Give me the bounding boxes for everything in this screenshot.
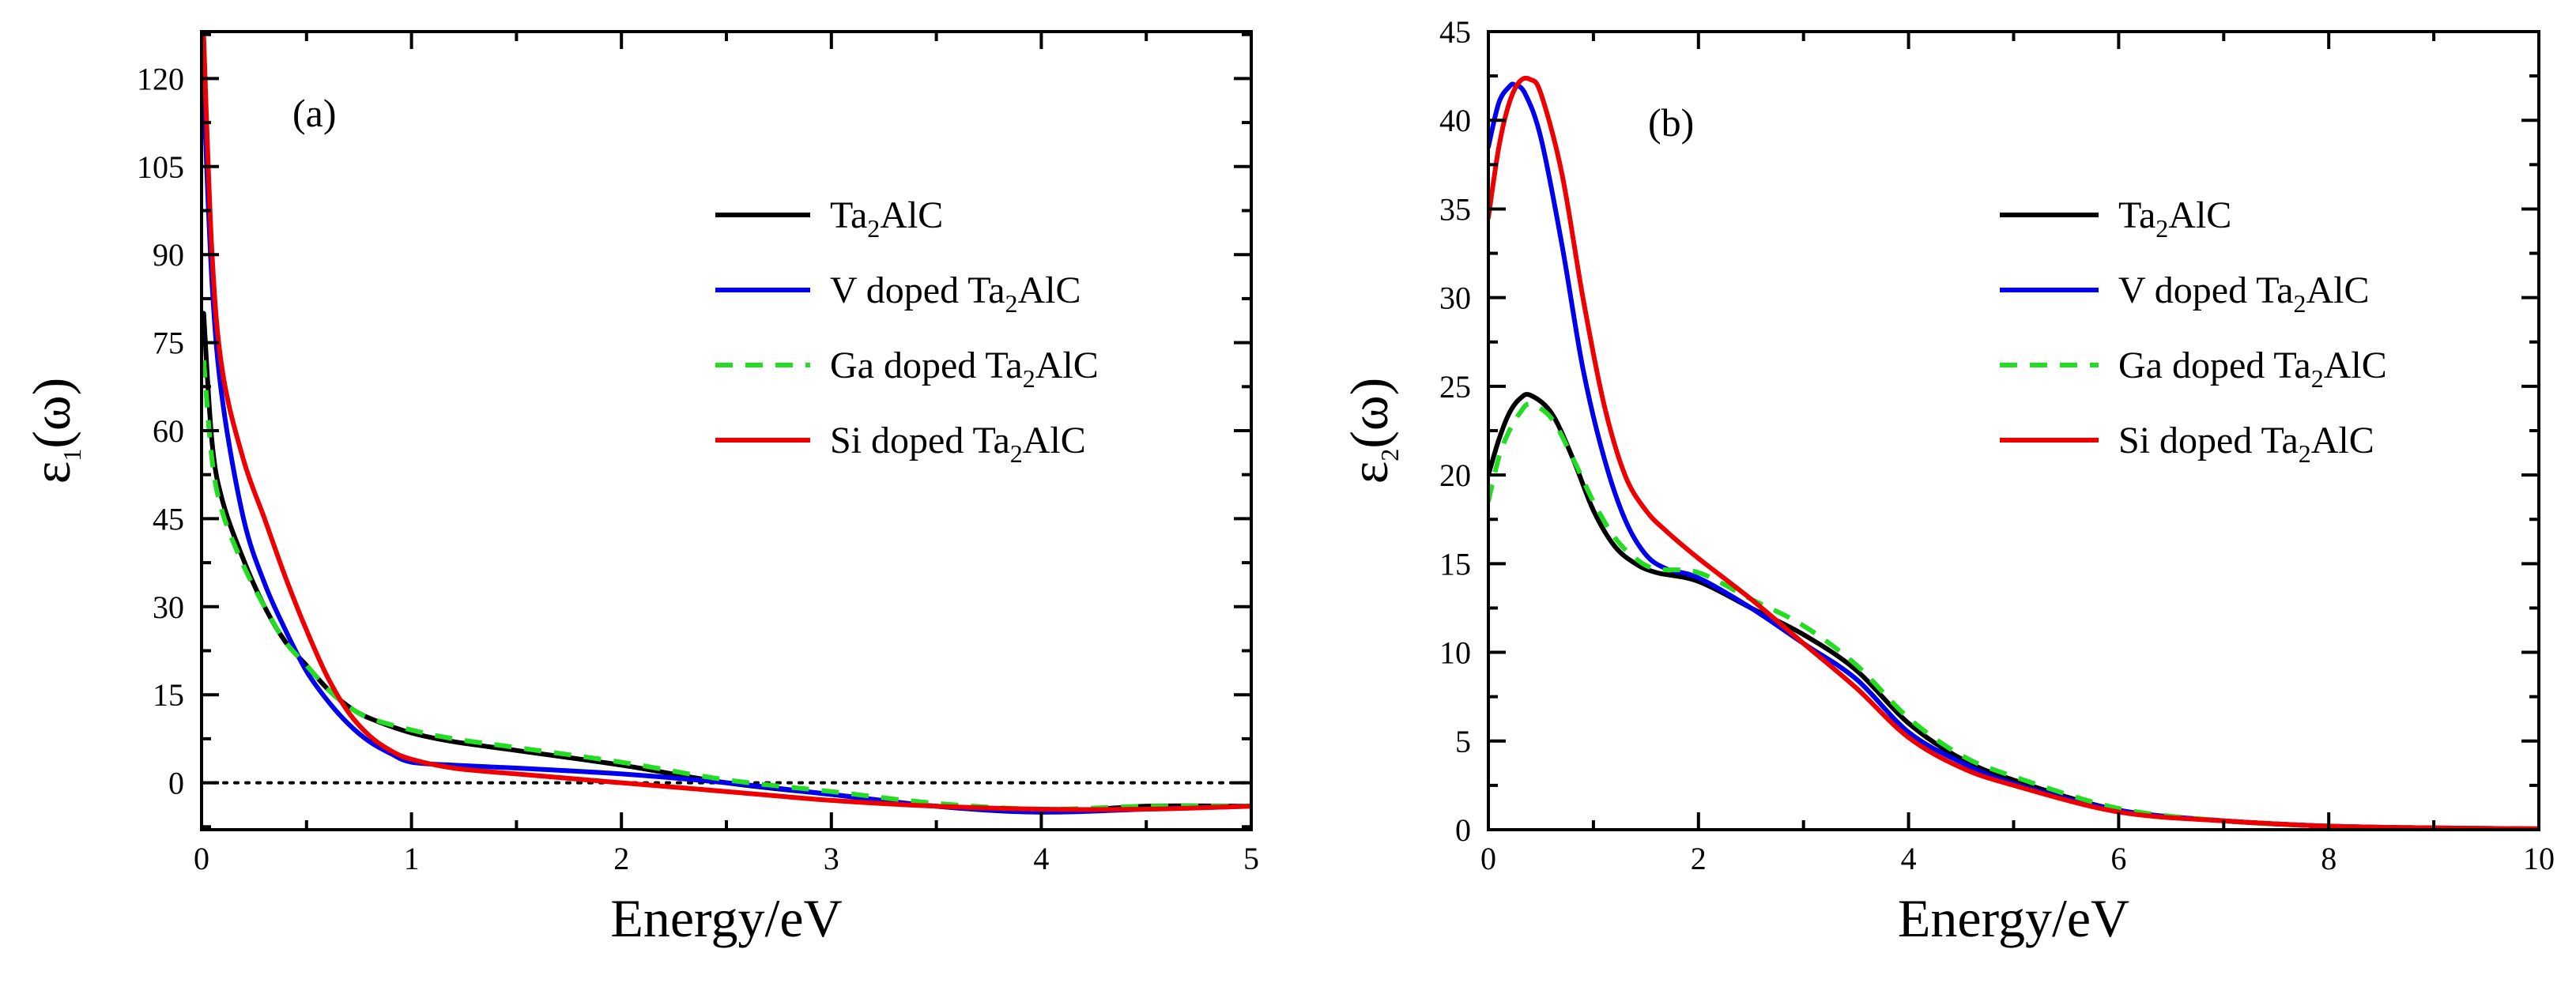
legend-label-subscript: 2 [2155, 214, 2168, 243]
legend-label-text: Ta [830, 194, 867, 236]
legend-label-text: AlC [2306, 269, 2370, 311]
x-axis-title: Energy/eV [610, 888, 842, 948]
series-group [1488, 75, 2539, 830]
y-axis-title-symbol: ε [1339, 461, 1399, 484]
y-tick-label: 15 [1439, 546, 1471, 582]
legend-label-text: AlC [1018, 269, 1081, 311]
x-tick-label: 1 [404, 841, 420, 876]
panel-a-epsilon1: 0 1 2 3 4 50153045607590105120Energy/eVε1(ω)(… [21, 30, 1259, 948]
x-tick-label: 8 [2321, 841, 2337, 876]
x-tick-label: 4 [1033, 841, 1049, 876]
y-tick-label: 45 [153, 501, 184, 537]
legend-label-text: AlC [2324, 345, 2387, 386]
y-tick-label: 75 [153, 326, 184, 361]
legend-label-subscript: 2 [867, 214, 880, 243]
y-tick-label: 35 [1439, 191, 1471, 227]
legend-label-text: AlC [880, 194, 943, 236]
legend-label-text: AlC [1035, 345, 1099, 386]
legend-label-text: Ga doped Ta [830, 345, 1023, 386]
series-group [202, 35, 1251, 815]
y-tick-label: 45 [1439, 14, 1471, 50]
legend-label-text: Si doped Ta [830, 420, 1010, 461]
series-line-3 [1488, 401, 2539, 830]
legend-label-4: Si doped Ta2AlC [2118, 420, 2374, 468]
legend-label-text: AlC [1023, 420, 1086, 461]
legend-label-text: Ta [2118, 194, 2155, 236]
x-tick-label: 3 [824, 841, 839, 876]
x-tick-label: 2 [613, 841, 629, 876]
legend-label-subscript: 2 [1023, 364, 1035, 393]
y-tick-label: 90 [153, 237, 184, 273]
x-tick-label: 6 [2110, 841, 2126, 876]
legend-label-subscript: 2 [1005, 289, 1018, 318]
y-tick-label: 120 [137, 61, 184, 96]
legend-label-text: AlC [2311, 420, 2374, 461]
series-line-4 [1488, 75, 2539, 830]
x-tick-label: 4 [1901, 841, 1917, 876]
x-tick-label: 0 [1480, 841, 1496, 876]
y-tick-label: 40 [1439, 103, 1471, 138]
legend-label-text: Si doped Ta [2118, 420, 2299, 461]
series-line-3 [202, 360, 1251, 812]
panel-label: (b) [1648, 100, 1694, 145]
y-axis-title-subscript: 1 [58, 449, 86, 461]
legend-label-text: AlC [2168, 194, 2231, 236]
x-tick-label: 2 [1691, 841, 1707, 876]
y-axis-title-subscript: 2 [1375, 449, 1404, 461]
panel-b-epsilon2: 0 2 4 6 8 10051015202530354045Energy/eVε2(ω)(… [1339, 14, 2555, 948]
legend-label-subscript: 2 [2294, 289, 2306, 318]
y-tick-label: 0 [1455, 812, 1471, 848]
legend-label-1: Ta2AlC [2118, 194, 2231, 243]
x-tick-label: 5 [1243, 841, 1259, 876]
x-tick-label: 10 [2523, 841, 2555, 876]
legend-label-3: Ga doped Ta2AlC [2118, 345, 2387, 393]
series-line-2 [202, 88, 1251, 815]
legend-label-subscript: 2 [2311, 364, 2324, 393]
legend-label-subscript: 2 [1010, 439, 1023, 468]
legend-label-2: V doped Ta2AlC [2118, 269, 2370, 318]
x-tick-label: 0 [194, 841, 209, 876]
y-axis-title-symbol: ε [21, 461, 81, 484]
panel-label: (a) [292, 91, 337, 135]
legend-label-text: V doped Ta [830, 269, 1005, 311]
legend-label-text: V doped Ta [2118, 269, 2294, 311]
y-tick-label: 60 [153, 413, 184, 449]
y-axis-title-omega: (ω) [1339, 378, 1399, 449]
y-tick-label: 30 [1439, 281, 1471, 316]
series-line-1 [1488, 392, 2539, 830]
plot-frame [1487, 30, 2540, 831]
y-axis-title: ε1(ω) [21, 378, 86, 484]
series-line-2 [1488, 81, 2539, 830]
x-axis-title: Energy/eV [1898, 888, 2129, 948]
legend-label-subscript: 2 [2299, 439, 2311, 468]
legend-label-2: V doped Ta2AlC [830, 269, 1081, 318]
y-tick-label: 0 [168, 766, 184, 801]
legend-label-text: Ga doped Ta [2118, 345, 2311, 386]
y-tick-label: 25 [1439, 369, 1471, 405]
y-tick-label: 20 [1439, 458, 1471, 493]
series-line-4 [202, 35, 1251, 812]
y-tick-label: 15 [153, 677, 184, 713]
y-tick-label: 10 [1439, 635, 1471, 671]
y-tick-label: 30 [153, 589, 184, 625]
legend-label-1: Ta2AlC [830, 194, 943, 243]
y-axis-title: ε2(ω) [1339, 378, 1404, 484]
y-tick-label: 5 [1455, 724, 1471, 759]
legend-label-4: Si doped Ta2AlC [830, 420, 1086, 468]
plot-frame [200, 30, 1253, 831]
legend-label-3: Ga doped Ta2AlC [830, 345, 1099, 393]
y-tick-label: 105 [137, 149, 184, 185]
y-axis-title-omega: (ω) [21, 378, 81, 449]
